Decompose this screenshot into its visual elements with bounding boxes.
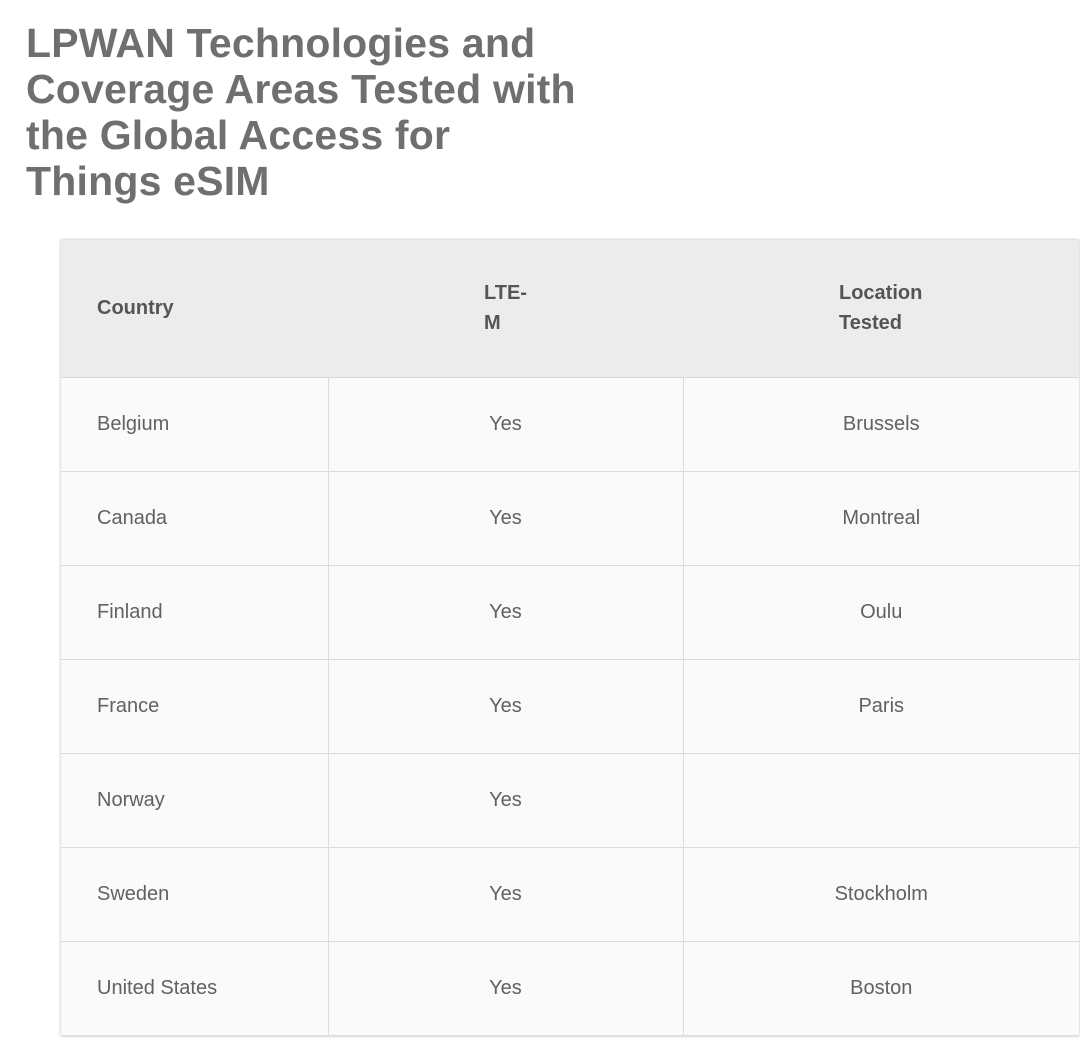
table-row: France Yes Paris	[61, 659, 1079, 754]
coverage-table-container: Country LTE-M Location Tested Belgium Ye…	[61, 240, 1079, 1036]
cell-location: Paris	[683, 659, 1079, 754]
cell-location: Boston	[683, 941, 1079, 1036]
cell-lte-m: Yes	[328, 565, 684, 660]
cell-lte-m: Yes	[328, 753, 684, 848]
header-lte-m: LTE-M	[328, 240, 683, 378]
cell-lte-m: Yes	[328, 471, 684, 566]
cell-country: Sweden	[61, 847, 329, 942]
cell-location: Brussels	[683, 377, 1079, 472]
cell-lte-m: Yes	[328, 659, 684, 754]
cell-location	[683, 753, 1079, 848]
table-row: United States Yes Boston	[61, 941, 1079, 1036]
header-location-tested: Location Tested	[683, 240, 1079, 378]
cell-country: France	[61, 659, 329, 754]
table-row: Norway Yes	[61, 753, 1079, 848]
cell-lte-m: Yes	[328, 377, 684, 472]
table-row: Sweden Yes Stockholm	[61, 847, 1079, 942]
cell-location: Montreal	[683, 471, 1079, 566]
page-title: LPWAN Technologies and Coverage Areas Te…	[26, 20, 576, 204]
cell-location: Stockholm	[683, 847, 1079, 942]
coverage-table: Country LTE-M Location Tested Belgium Ye…	[61, 240, 1079, 1036]
cell-lte-m: Yes	[328, 847, 684, 942]
table-header: Country LTE-M Location Tested	[61, 240, 1079, 378]
table-header-row: Country LTE-M Location Tested	[61, 240, 1079, 378]
cell-country: Finland	[61, 565, 329, 660]
cell-country: Belgium	[61, 377, 329, 472]
table-row: Finland Yes Oulu	[61, 565, 1079, 660]
cell-country: Norway	[61, 753, 329, 848]
cell-country: United States	[61, 941, 329, 1036]
cell-lte-m: Yes	[328, 941, 684, 1036]
table-row: Belgium Yes Brussels	[61, 377, 1079, 472]
header-country: Country	[61, 240, 328, 378]
cell-location: Oulu	[683, 565, 1079, 660]
table-row: Canada Yes Montreal	[61, 471, 1079, 566]
cell-country: Canada	[61, 471, 329, 566]
table-body: Belgium Yes Brussels Canada Yes Montreal…	[61, 377, 1079, 1036]
